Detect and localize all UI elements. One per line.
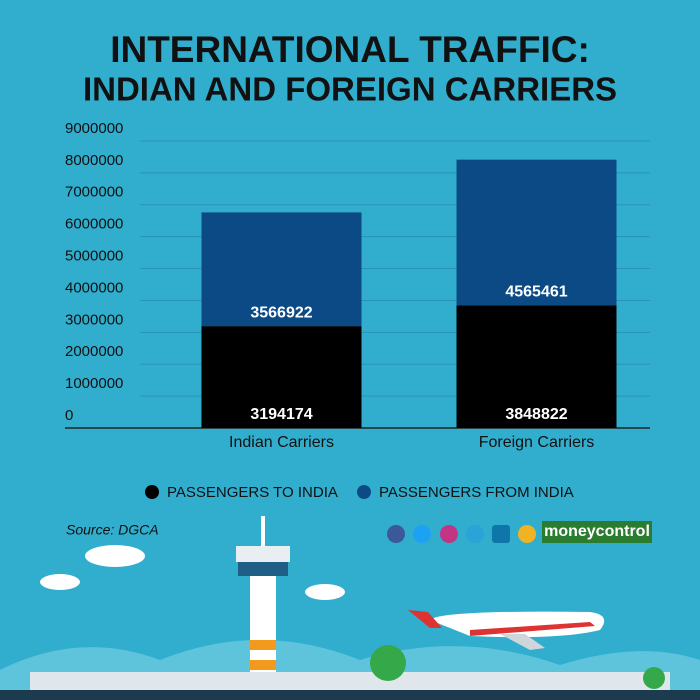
bar-segment: [201, 326, 362, 428]
bar-segment: [456, 159, 617, 306]
data-label: 3194174: [250, 406, 312, 423]
data-label: 3566922: [250, 304, 312, 321]
legend-marker: [357, 485, 371, 499]
brand-box: [542, 521, 652, 543]
y-tick-label: 8000000: [65, 152, 123, 169]
y-tick-label: 5000000: [65, 248, 123, 265]
data-label: 3848822: [505, 406, 567, 423]
x-tick-label: Foreign Carriers: [479, 434, 595, 451]
source: Source: DGCA: [66, 522, 159, 538]
social-icons: [387, 525, 536, 543]
y-tick-label: 3000000: [65, 311, 123, 328]
legend-label: PASSENGERS TO INDIA: [167, 484, 338, 501]
bar-segment: [456, 305, 617, 428]
chart-subtitle: INDIAN AND FOREIGN CARRIERS: [83, 71, 617, 108]
brand: moneycontrol: [544, 523, 650, 540]
y-tick-label: 7000000: [65, 184, 123, 201]
y-tick-label: 1000000: [65, 375, 123, 392]
data-label: 4565461: [505, 283, 567, 300]
y-tick-label: 6000000: [65, 216, 123, 233]
scenery: [0, 516, 700, 700]
chart-title: INTERNATIONAL TRAFFIC:: [110, 29, 590, 70]
y-tick-label: 9000000: [65, 120, 123, 137]
legend-marker: [145, 485, 159, 499]
bar-segment: [201, 212, 362, 327]
legend-label: PASSENGERS FROM INDIA: [379, 484, 574, 501]
y-tick-label: 4000000: [65, 279, 123, 296]
x-tick-label: Indian Carriers: [229, 434, 334, 451]
y-tick-label: 0: [65, 407, 73, 424]
y-tick-label: 2000000: [65, 343, 123, 360]
